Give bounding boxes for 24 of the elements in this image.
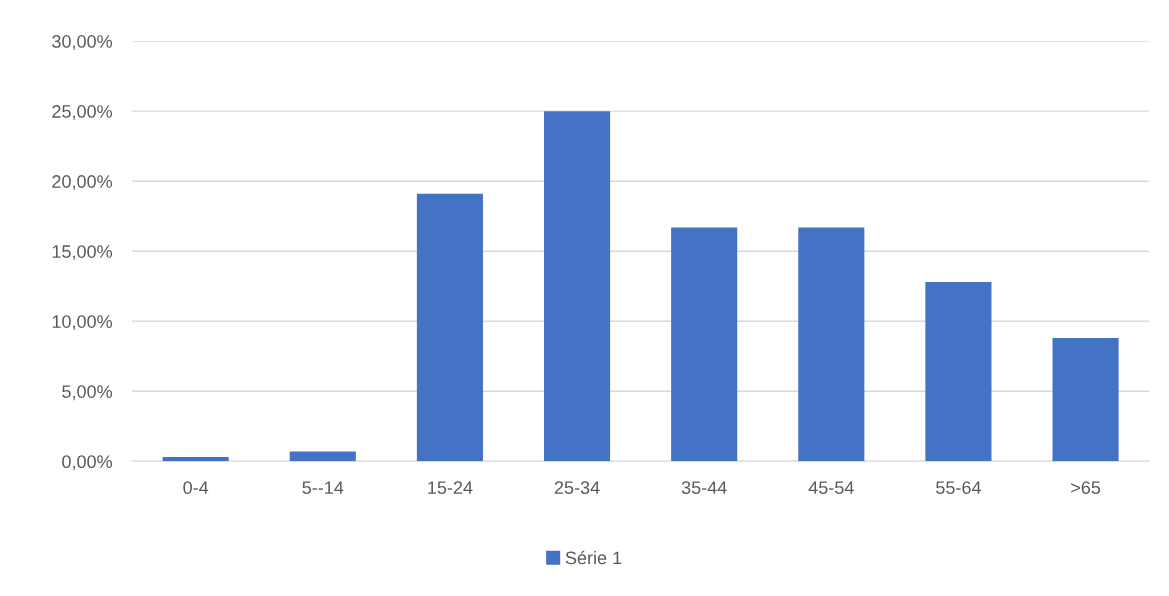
x-tick-label: 5--14 (302, 481, 344, 495)
bar (543, 111, 611, 462)
bar (416, 193, 483, 462)
y-tick-label: 0,00% (62, 455, 113, 471)
x-tick-label: 35-44 (681, 481, 727, 495)
x-tick-label: >65 (1071, 481, 1101, 495)
x-tick-label: 45-54 (808, 481, 854, 495)
y-tick-label: 20,00% (52, 175, 113, 191)
y-tick-label: 25,00% (52, 105, 113, 121)
bar (162, 457, 229, 462)
x-tick-label: 25-34 (554, 481, 600, 495)
y-tick-label: 10,00% (52, 315, 113, 331)
y-tick-label: 15,00% (52, 245, 113, 261)
bar (1052, 338, 1119, 462)
y-tick-label: 30,00% (52, 35, 113, 50)
y-tick-label: 5,00% (62, 385, 113, 401)
x-tick-label: 15-24 (428, 481, 473, 495)
bar (671, 227, 738, 462)
legend-label: Série 1 (565, 550, 622, 565)
bar (925, 282, 992, 462)
x-tick-label: 55-64 (936, 481, 981, 495)
bar (798, 227, 865, 462)
x-tick-label: 0-4 (183, 481, 209, 495)
bar (289, 451, 356, 462)
